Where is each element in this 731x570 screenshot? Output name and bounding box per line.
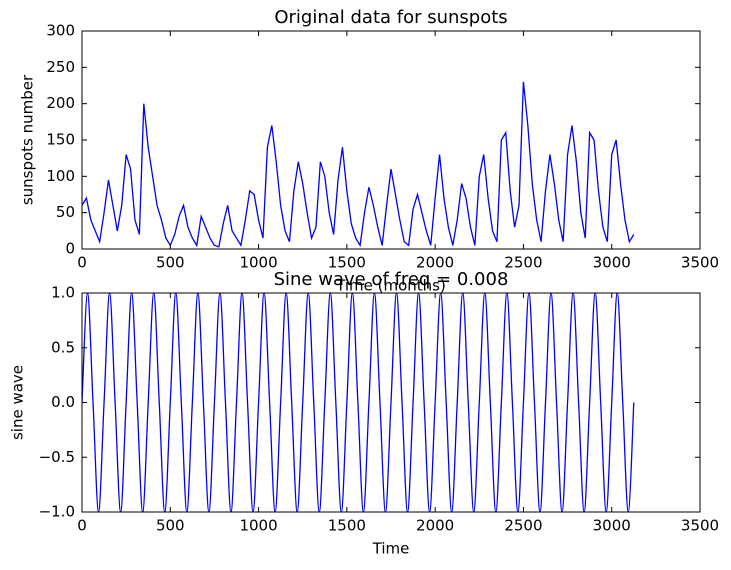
x-tick-label: 2500 — [504, 517, 542, 535]
y-tick-label: 0.5 — [51, 338, 75, 356]
x-axis-label: Time — [372, 540, 410, 558]
y-tick-label: 250 — [46, 58, 75, 76]
x-axis-label: Time (months) — [335, 277, 446, 295]
x-tick-label: 500 — [156, 517, 185, 535]
y-axis-label: sunspots number — [19, 74, 37, 205]
y-tick-label: 300 — [46, 22, 75, 40]
y-tick-label: 0 — [65, 240, 75, 258]
x-tick-label: 2000 — [416, 517, 454, 535]
x-tick-label: 3000 — [593, 254, 631, 272]
x-tick-label: 1000 — [239, 517, 277, 535]
data-line — [82, 293, 635, 512]
x-tick-label: 3500 — [681, 517, 719, 535]
y-tick-label: 0.0 — [51, 393, 75, 411]
data-line — [82, 81, 635, 248]
x-tick-label: 1000 — [239, 254, 277, 272]
y-tick-label: 1.0 — [51, 284, 75, 302]
x-tick-label: 1500 — [328, 517, 366, 535]
plot-frame — [81, 30, 701, 250]
y-tick-label: −0.5 — [39, 448, 75, 466]
x-tick-label: 0 — [77, 517, 87, 535]
x-tick-label: 3500 — [681, 254, 719, 272]
y-tick-label: 200 — [46, 94, 75, 112]
y-tick-label: 150 — [46, 131, 75, 149]
chart-title: Original data for sunspots — [274, 7, 507, 28]
y-axis-label: sine wave — [9, 365, 27, 440]
x-tick-label: 1500 — [328, 254, 366, 272]
x-tick-label: 500 — [156, 254, 185, 272]
chart-title: Sine wave of freq = 0.008 — [274, 269, 509, 290]
x-tick-label: 0 — [77, 254, 87, 272]
y-tick-label: −1.0 — [39, 503, 75, 521]
y-tick-label: 100 — [46, 167, 75, 185]
x-tick-label: 2500 — [504, 254, 542, 272]
x-tick-label: 3000 — [593, 517, 631, 535]
x-tick-label: 2000 — [416, 254, 454, 272]
y-tick-label: 50 — [56, 203, 75, 221]
